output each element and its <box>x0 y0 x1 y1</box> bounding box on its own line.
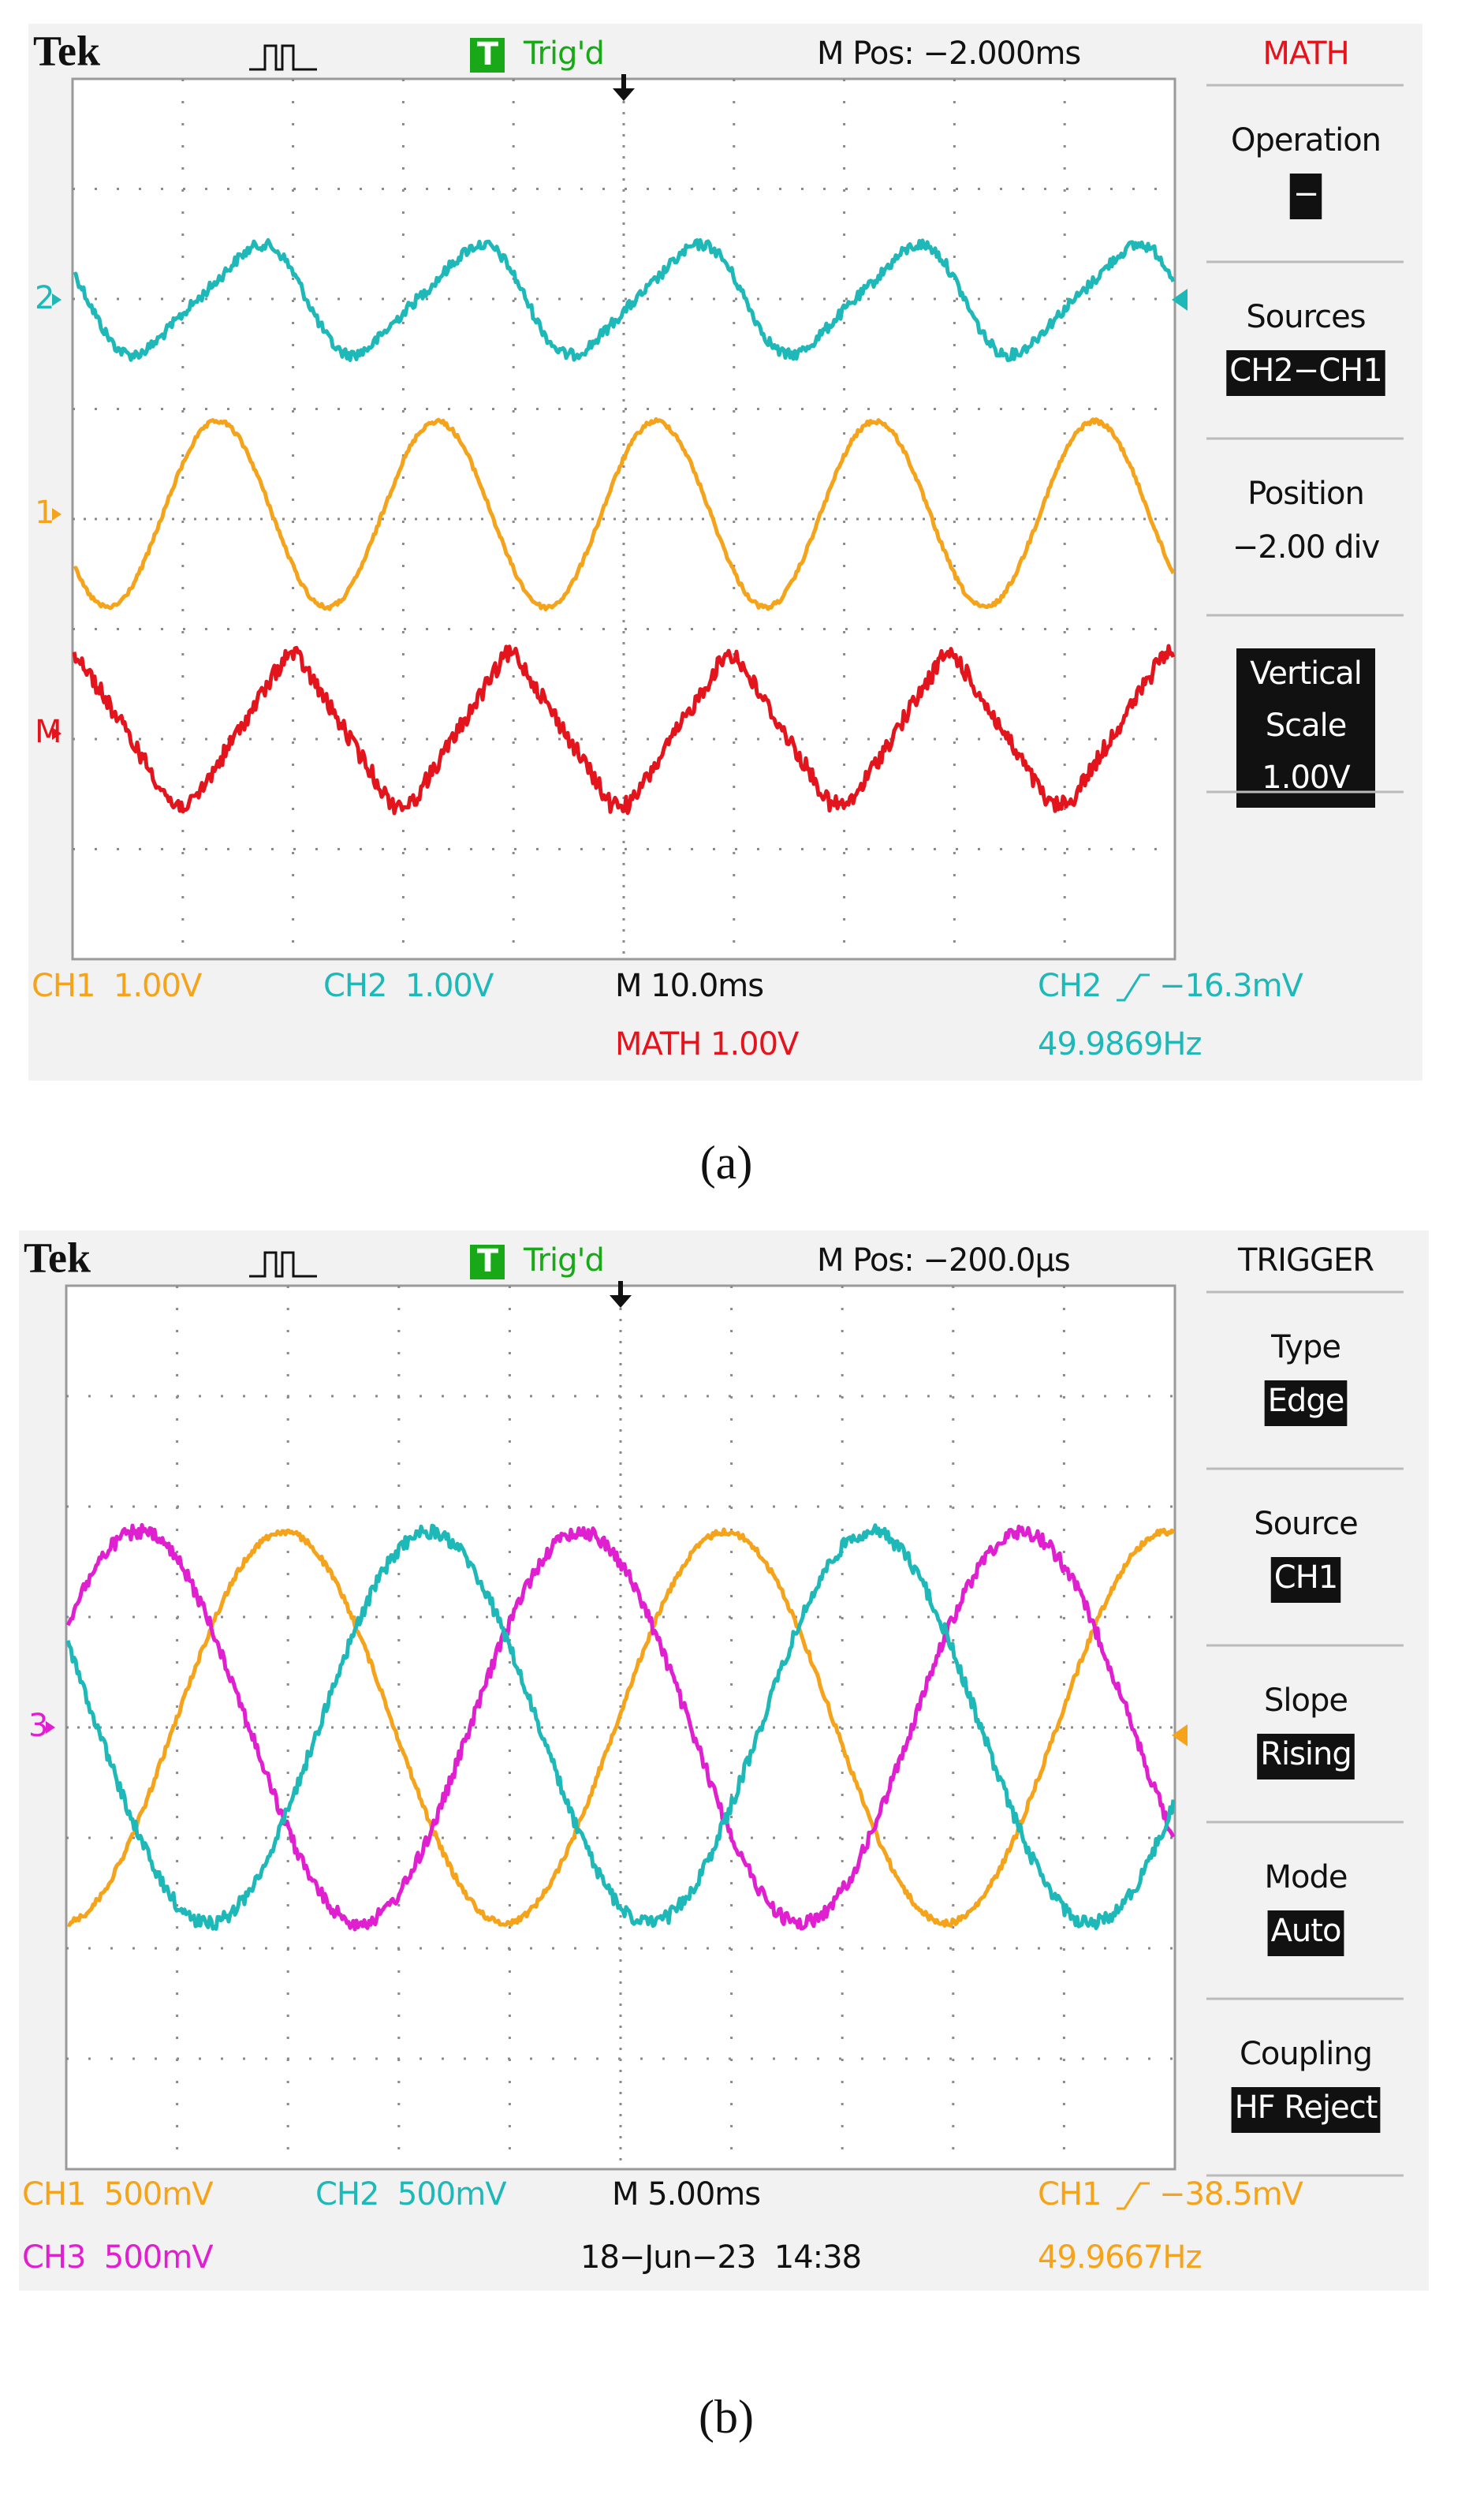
menu-value-box <box>1236 648 1375 808</box>
menu-value: Scale <box>1266 708 1347 744</box>
trigger-position-arrow <box>613 74 635 101</box>
graticule-area <box>71 77 1176 961</box>
status-text: 49.9667Hz <box>1038 2239 1201 2276</box>
menu-label: Type <box>1270 1329 1340 1365</box>
caption: (a) <box>700 1137 753 1189</box>
slope-icon <box>1117 973 1150 1002</box>
menu-value-box <box>1267 1910 1344 1956</box>
status-text: 49.9869Hz <box>1038 1026 1201 1062</box>
trigger-icon-box <box>470 38 505 73</box>
horizontal-position: M Pos: −200.0µs <box>817 1242 1070 1279</box>
channel-marker-arrow <box>46 1721 55 1734</box>
menu-label: Coupling <box>1240 2036 1372 2072</box>
menu-label: Sources <box>1246 299 1365 335</box>
menu-value-box <box>1257 1734 1355 1779</box>
scope-panel: Tek T Trig'd M Pos: −2.000ms MATH Operation − S… <box>28 24 1422 1081</box>
status-text: 18−Jun−23 14:38 <box>580 2239 861 2276</box>
waveform <box>67 1527 1175 1928</box>
status-text: M 10.0ms <box>615 968 763 1004</box>
menu-title: MATH <box>1262 35 1348 72</box>
menu-label: Source <box>1254 1506 1357 1542</box>
waveform <box>73 644 1175 816</box>
scope-panel: Tek T Trig'd M Pos: −200.0µs TRIGGER Type Edge… <box>19 1230 1429 2291</box>
acquire-icon <box>249 1251 317 1278</box>
menu-value: −2.00 div <box>1232 529 1380 566</box>
status-text: CH3 500mV <box>22 2239 214 2276</box>
trigger-icon: T <box>477 36 499 73</box>
channel-arrow <box>1172 1724 1188 1746</box>
channel-marker: 1 <box>35 495 54 531</box>
trigger-status: Trig'd <box>523 35 604 72</box>
menu-value-box <box>1226 350 1385 396</box>
menu-value-box <box>1264 1380 1348 1426</box>
menu-title: TRIGGER <box>1237 1242 1374 1279</box>
channel-marker: 2 <box>35 280 54 316</box>
channel-marker-arrow <box>52 508 62 521</box>
slope-icon <box>1117 2182 1150 2210</box>
trigger-level: −16.3mV <box>1159 968 1304 1004</box>
waveform <box>73 416 1175 612</box>
trigger-status: Trig'd <box>523 1242 604 1279</box>
menu-value-box <box>1270 1557 1341 1603</box>
menu-value: − <box>1293 176 1319 212</box>
menu-value: HF Reject <box>1235 2089 1378 2126</box>
channel-marker-arrow <box>52 727 62 740</box>
status-text: MATH 1.00V <box>615 1026 800 1062</box>
menu-value: Vertical <box>1250 655 1362 692</box>
waveform <box>66 1523 1175 1931</box>
status-text: CH1 1.00V <box>32 968 203 1004</box>
channel-arrow <box>1172 289 1188 311</box>
status-text: CH2 500mV <box>315 2176 507 2213</box>
trigger-icon-box <box>470 1245 505 1279</box>
menu-value-box <box>1231 2087 1381 2133</box>
menu-label: Position <box>1247 476 1364 512</box>
status-text: CH2 1.00V <box>323 968 494 1004</box>
status-text: M 5.00ms <box>612 2176 760 2213</box>
caption: (b) <box>699 2391 754 2443</box>
status-text: CH1 500mV <box>22 2176 214 2213</box>
channel-marker: 3 <box>28 1708 47 1744</box>
brand: Tek <box>24 1234 91 1281</box>
trigger-position-arrow <box>610 1281 632 1308</box>
menu-value: Edge <box>1268 1383 1344 1419</box>
trigger-channel: CH1 <box>1038 2176 1101 2213</box>
trigger-channel: CH2 <box>1038 968 1101 1004</box>
acquire-icon <box>249 44 317 71</box>
waveform <box>73 237 1175 362</box>
menu-label: Mode <box>1265 1859 1348 1895</box>
menu-value: Auto <box>1271 1913 1341 1949</box>
trigger-level: −38.5mV <box>1159 2176 1304 2213</box>
trigger-icon: T <box>477 1243 499 1279</box>
horizontal-position: M Pos: −2.000ms <box>817 35 1080 72</box>
menu-value: 1.00V <box>1262 760 1351 796</box>
waveform <box>66 1522 1175 1932</box>
menu-value: CH1 <box>1274 1559 1337 1596</box>
menu-label: Slope <box>1264 1682 1348 1719</box>
channel-marker-arrow <box>52 293 62 306</box>
menu-value: CH2−CH1 <box>1229 353 1381 389</box>
menu-value-box <box>1289 174 1322 219</box>
menu-label: Operation <box>1231 122 1381 159</box>
menu-value: Rising <box>1260 1736 1352 1772</box>
brand: Tek <box>33 27 100 74</box>
